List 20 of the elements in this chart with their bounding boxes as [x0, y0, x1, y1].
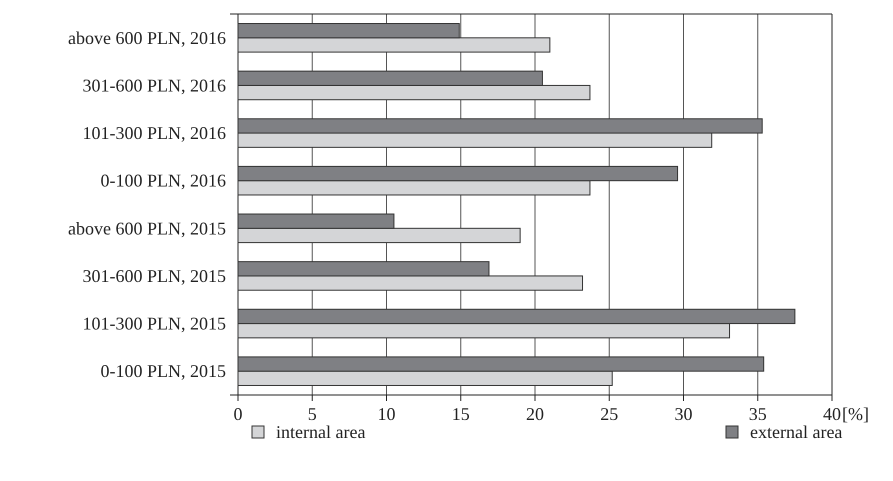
- legend-label: internal area: [276, 422, 366, 442]
- x-tick-label: 40: [823, 404, 841, 424]
- x-axis-title: [%]: [842, 404, 869, 424]
- y-tick-label: above 600 PLN, 2015: [68, 218, 226, 238]
- y-tick-label: 0-100 PLN, 2015: [100, 361, 226, 382]
- y-tick-label: 301-600 PLN, 2015: [82, 266, 226, 286]
- x-tick-label: 35: [748, 404, 767, 424]
- x-tick-label: 20: [526, 404, 544, 424]
- x-tick-label: 0: [234, 404, 242, 424]
- x-tick-label: 25: [600, 404, 618, 424]
- x-tick-label: 10: [378, 404, 396, 424]
- y-tick-label: 0-100 PLN, 2016: [100, 170, 226, 191]
- y-tick-label: 301-600 PLN, 2016: [82, 75, 226, 96]
- legend-label: external area: [750, 422, 842, 442]
- y-tick-label: 101-300 PLN, 2016: [82, 123, 226, 144]
- x-tick-label: 5: [308, 404, 317, 424]
- y-tick-label: 101-300 PLN, 2015: [82, 314, 226, 334]
- y-tick-label: above 600 PLN, 2016: [68, 28, 226, 48]
- x-tick-label: 15: [452, 404, 470, 424]
- x-tick-label: 30: [674, 404, 692, 424]
